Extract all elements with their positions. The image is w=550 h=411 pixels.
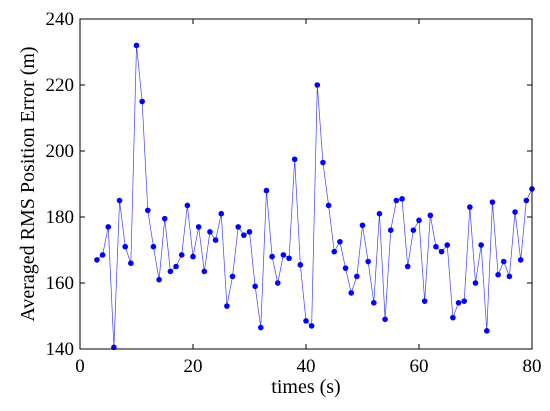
y-tick-label: 220: [46, 75, 75, 96]
data-point: [320, 159, 326, 166]
y-tick-label: 240: [46, 9, 75, 30]
data-point: [190, 253, 196, 260]
data-point: [99, 252, 106, 258]
data-point: [269, 253, 275, 260]
data-point: [291, 156, 298, 163]
data-point: [506, 273, 513, 280]
plot-area: [80, 19, 532, 349]
data-point: [145, 207, 151, 214]
data-point: [387, 227, 394, 233]
data-point: [201, 268, 208, 275]
data-point: [359, 222, 366, 229]
data-point: [444, 242, 451, 248]
x-tick-label: 20: [184, 356, 203, 377]
y-axis-title: Averaged RMS Position Error (m): [17, 46, 39, 321]
data-point: [184, 202, 191, 209]
data-point: [263, 187, 270, 194]
data-point: [331, 248, 338, 255]
data-point: [500, 258, 507, 265]
data-point: [371, 300, 377, 306]
data-point: [195, 224, 202, 230]
data-point: [342, 265, 349, 271]
plot-layer: [94, 42, 535, 351]
data-point: [167, 268, 174, 275]
data-point: [410, 227, 417, 233]
y-tick-label: 160: [46, 273, 75, 294]
data-point: [438, 248, 445, 255]
data-point: [489, 199, 496, 205]
data-point: [128, 260, 134, 267]
data-point: [461, 298, 468, 304]
data-point: [495, 271, 501, 278]
x-tick-label: 60: [410, 356, 429, 377]
data-point: [133, 42, 140, 49]
data-point: [235, 224, 241, 230]
data-point: [427, 212, 434, 219]
data-point: [207, 229, 213, 235]
data-point: [224, 303, 230, 309]
y-tick-label: 140: [46, 339, 75, 360]
data-point: [314, 82, 321, 88]
data-point: [399, 196, 405, 202]
data-point: [139, 98, 145, 105]
data-point: [455, 300, 462, 306]
data-point: [246, 229, 253, 235]
data-point: [478, 242, 484, 248]
data-point: [297, 262, 304, 268]
ticks-layer: 0 20 40 60 80 140 160 180 200 220 240: [46, 9, 542, 377]
x-tick-label: 40: [297, 356, 316, 377]
data-point: [467, 204, 473, 210]
data-point: [178, 252, 185, 258]
data-point: [433, 243, 439, 250]
data-point: [241, 232, 247, 238]
data-point: [212, 237, 219, 243]
data-point: [421, 298, 428, 304]
data-point: [105, 224, 112, 230]
data-point: [382, 316, 388, 323]
data-point: [393, 197, 400, 204]
data-point: [229, 273, 236, 280]
data-point: [354, 273, 360, 280]
data-point: [161, 215, 168, 222]
data-point: [348, 290, 355, 296]
data-point: [484, 328, 490, 334]
data-point: [156, 276, 162, 283]
data-point: [258, 324, 264, 331]
data-point: [404, 263, 411, 270]
data-point: [376, 210, 383, 217]
data-point: [523, 197, 530, 204]
data-point: [252, 283, 258, 290]
data-point: [150, 243, 157, 250]
data-point: [472, 280, 479, 286]
data-point: [218, 210, 225, 217]
data-point: [116, 197, 123, 204]
data-point: [286, 255, 292, 262]
data-point: [517, 257, 524, 263]
data-point: [303, 318, 309, 324]
data-point: [450, 314, 456, 321]
data-point: [274, 280, 281, 286]
x-axis-title: times (s): [271, 376, 340, 398]
data-point: [122, 243, 128, 250]
data-point: [94, 257, 100, 263]
x-tick-label: 0: [75, 356, 85, 377]
y-tick-label: 180: [46, 207, 75, 228]
data-point: [173, 263, 179, 270]
data-point: [308, 323, 315, 329]
data-point: [416, 217, 422, 224]
data-point: [280, 252, 287, 258]
data-point: [512, 209, 518, 215]
data-point: [337, 238, 343, 245]
y-tick-label: 200: [46, 141, 75, 162]
x-tick-label: 80: [523, 356, 542, 377]
data-point: [325, 202, 332, 209]
data-point: [365, 258, 371, 265]
